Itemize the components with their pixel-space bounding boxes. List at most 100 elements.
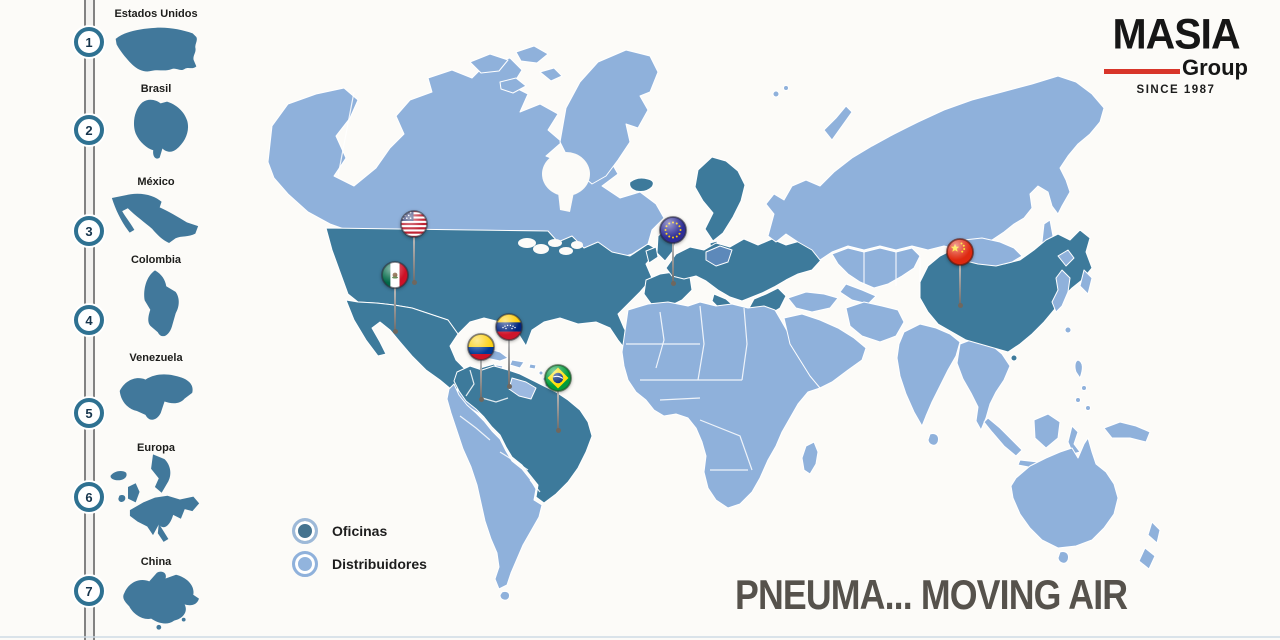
island-borneo (1033, 413, 1061, 449)
country-iran (845, 301, 905, 343)
novaya-zemlya (823, 105, 853, 141)
region-kazakhstan (831, 247, 921, 289)
sidebar-number-6: 6 (74, 482, 104, 512)
island-tasmania (1057, 551, 1069, 564)
sidebar-label-colombia: Colombia (130, 254, 182, 266)
mexico-silhouette (110, 192, 200, 247)
brazil-silhouette (120, 97, 192, 165)
region-southeast-asia (956, 337, 1011, 431)
pin-estados-unidos (400, 210, 428, 285)
usa-flag-icon (400, 210, 428, 238)
pin-china (946, 238, 974, 308)
country-korea (1079, 269, 1093, 295)
sidebar-number-5: 5 (74, 398, 104, 428)
legend-item-oficinas: Oficinas (292, 518, 387, 544)
sidebar-number-2: 2 (74, 115, 104, 145)
china-silhouette (109, 568, 201, 633)
country-sri-lanka (927, 433, 939, 446)
sidebar-label-venezuela: Venezuela (129, 352, 183, 364)
sidebar-label-brasil: Brasil (140, 83, 172, 95)
svalbard-island (772, 90, 780, 98)
country-philippines (1074, 359, 1083, 379)
country-ireland (645, 246, 659, 264)
european-union-flag-icon (659, 216, 687, 244)
venezuela-silhouette (114, 370, 196, 433)
legend-item-distribuidores: Distribuidores (292, 551, 427, 577)
hainan-island (1010, 354, 1018, 362)
pin-stem (506, 339, 512, 389)
china-flag-icon (946, 238, 974, 266)
james-bay (558, 192, 574, 212)
great-lake (559, 247, 573, 255)
brazil-flag-icon (544, 364, 572, 392)
number-label: 2 (85, 122, 93, 138)
country-russia (765, 75, 1105, 261)
region-scandinavia (694, 156, 746, 242)
border-alaska (337, 91, 355, 177)
border-lines-south-america (459, 369, 541, 493)
number-label: 3 (85, 223, 93, 239)
legend-label: Distribuidores (332, 556, 427, 572)
colombia-silhouette (125, 268, 185, 342)
pin-stem (957, 264, 963, 308)
sidebar-label-europa: Europa (137, 442, 175, 454)
logo-subtitle: Group (1182, 55, 1248, 80)
great-lake (533, 244, 549, 254)
country-australia (1010, 437, 1119, 549)
great-lake (518, 238, 536, 248)
region-arabia (783, 313, 867, 389)
pin-mexico (381, 261, 409, 334)
masia-group-logo: MASIA Group SINCE 1987 (1104, 9, 1248, 96)
number-label: 6 (85, 489, 93, 505)
pin-venezuela (495, 313, 523, 389)
country-germany (705, 245, 733, 267)
logo-red-bar (1104, 69, 1180, 74)
border-lines-africa (626, 305, 753, 471)
logo-row: Group (1104, 57, 1248, 79)
continent-africa (621, 301, 828, 509)
svalbard-island (783, 85, 789, 91)
country-iceland (629, 177, 654, 192)
region-guianas (508, 377, 537, 400)
country-turkey (787, 291, 839, 313)
legend-label: Oficinas (332, 523, 388, 539)
pin-colombia (467, 333, 495, 402)
sidebar-number-4: 4 (74, 305, 104, 335)
office-dot-icon (292, 518, 318, 544)
tierra-del-fuego (499, 590, 510, 601)
region-south-america-distributors (446, 383, 543, 590)
venezuela-flag-icon (495, 313, 523, 341)
europe-silhouette (103, 452, 203, 549)
border-lines-asia (863, 252, 921, 286)
distributor-dot-icon (292, 551, 318, 577)
island-new-guinea (1103, 421, 1151, 443)
country-new-zealand (1138, 521, 1161, 570)
sidebar-number-1: 1 (74, 27, 104, 57)
colombia-flag-icon (467, 333, 495, 361)
island-sulawesi (1067, 425, 1081, 455)
number-label: 1 (85, 34, 93, 50)
great-lake (571, 241, 583, 249)
taiwan-island (1064, 326, 1072, 334)
region-central-europe (665, 238, 823, 302)
logo-title: MASIA (1112, 9, 1240, 59)
logo-since: SINCE 1987 (1136, 84, 1216, 96)
country-madagascar (801, 441, 819, 475)
arctic-islands (469, 45, 563, 94)
hudson-bay (542, 152, 590, 196)
pin-stem (411, 236, 417, 285)
sidebar-label-estados-unidos: Estados Unidos (114, 8, 198, 20)
mexico-flag-icon (381, 261, 409, 289)
bottom-divider (0, 636, 1280, 638)
sidebar-label-mexico: México (137, 176, 175, 188)
pin-europa (659, 216, 687, 286)
philippine-island (1081, 385, 1087, 391)
region-iberia (643, 271, 693, 308)
philippine-island (1085, 405, 1091, 411)
number-label: 5 (85, 405, 93, 421)
usa-silhouette (112, 22, 200, 74)
world-map (267, 45, 1161, 601)
country-greenland (559, 49, 659, 185)
antilles-island (538, 370, 544, 376)
